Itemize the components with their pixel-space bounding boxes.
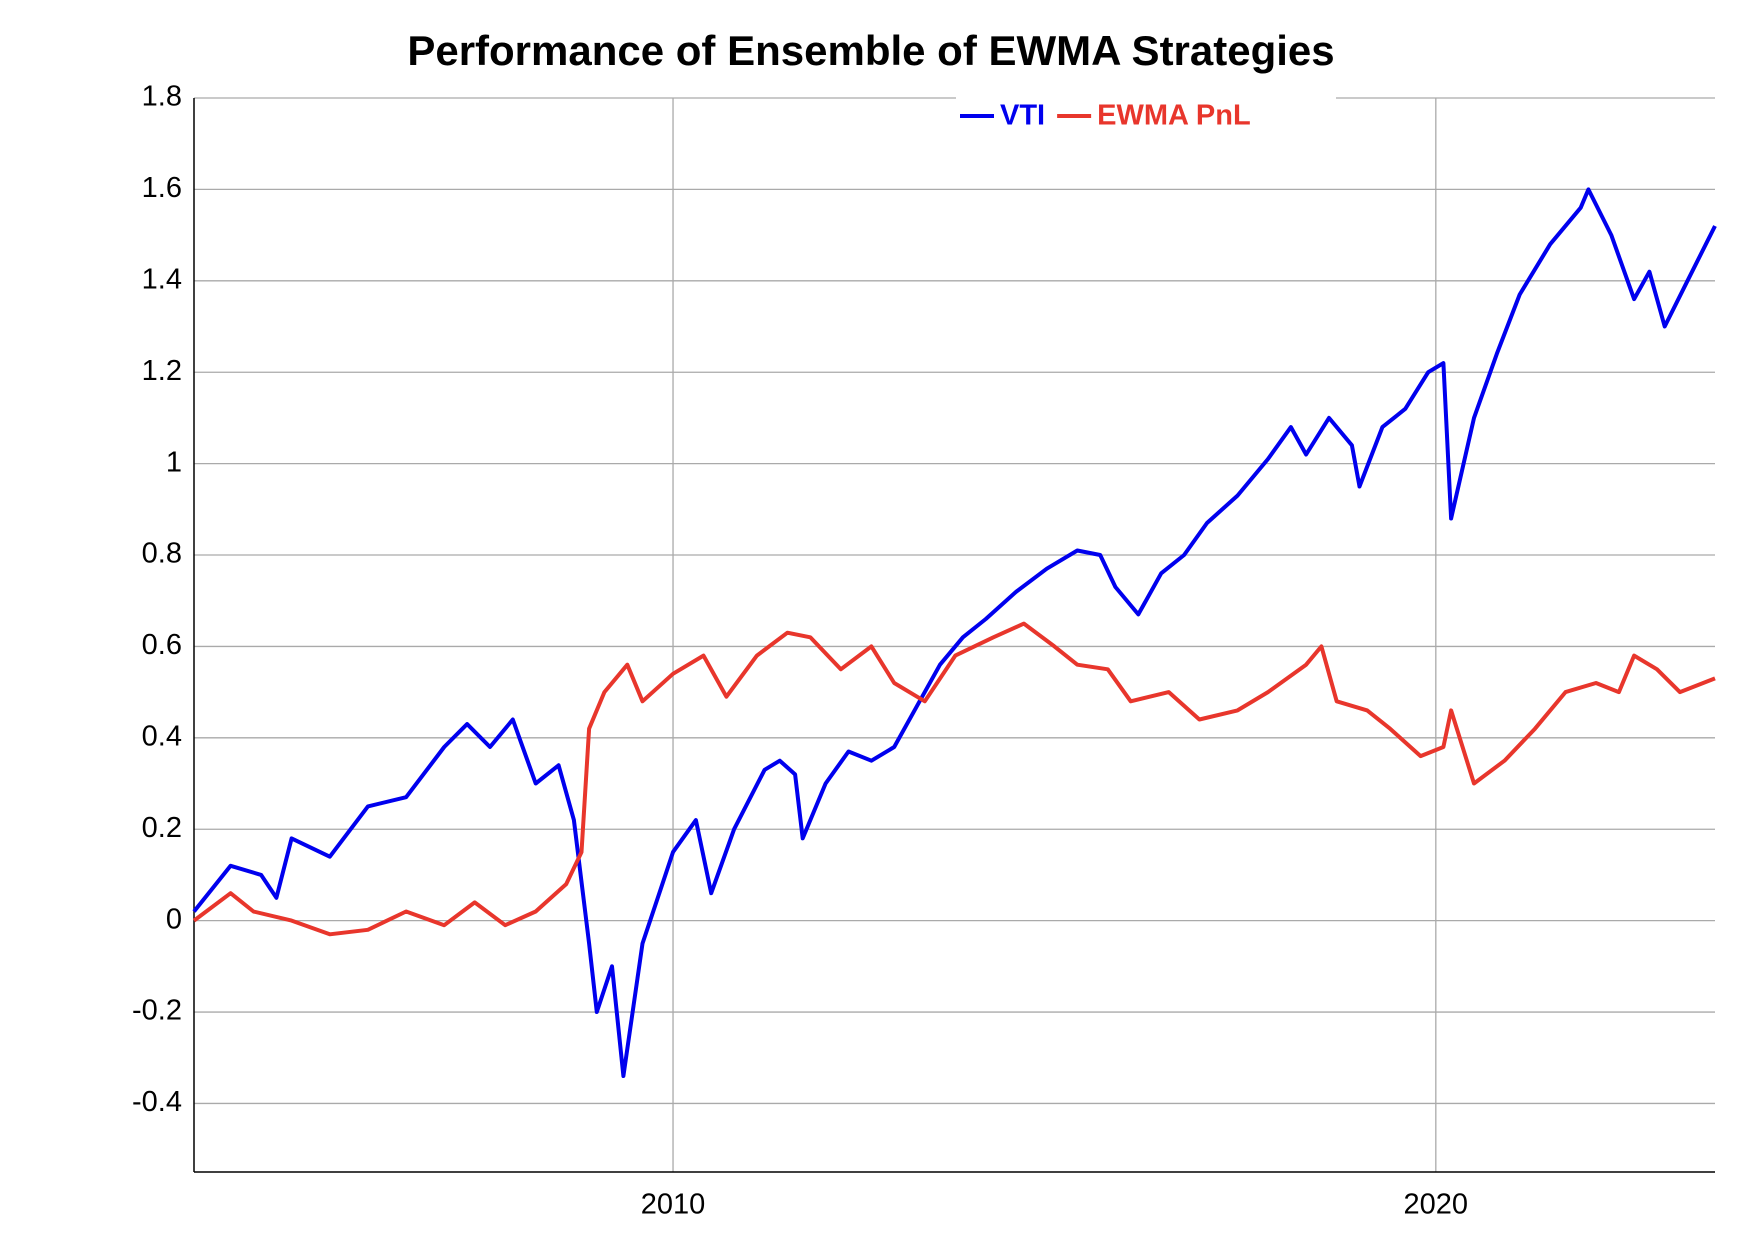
y-tick-label: -0.4: [132, 1086, 182, 1118]
y-tick-label: 1.2: [142, 355, 182, 387]
x-tick-label: 2020: [1404, 1189, 1469, 1221]
line-series: [192, 187, 1717, 1078]
y-tick-label: 0: [166, 903, 182, 935]
legend-label: EWMA PnL: [1097, 100, 1251, 132]
y-tick-label: 0.2: [142, 812, 182, 844]
chart-title: Performance of Ensemble of EWMA Strategi…: [407, 27, 1334, 74]
y-tick-label: 1.4: [142, 263, 182, 295]
line-series: [192, 621, 1716, 937]
y-tick-label: 1: [166, 446, 182, 478]
y-tick-label: 0.6: [142, 629, 182, 661]
legend-label: VTI: [1000, 100, 1045, 132]
y-tick-label: 0.4: [142, 720, 182, 752]
legend-background: [956, 94, 1336, 134]
y-tick-label: -0.2: [132, 995, 182, 1027]
y-tick-label: 1.6: [142, 172, 182, 204]
legend: VTI EWMA PnL: [956, 94, 1336, 134]
x-tick-label: 2010: [641, 1189, 706, 1221]
y-tick-label: 1.8: [142, 81, 182, 113]
y-tick-label: 0.8: [142, 538, 182, 570]
